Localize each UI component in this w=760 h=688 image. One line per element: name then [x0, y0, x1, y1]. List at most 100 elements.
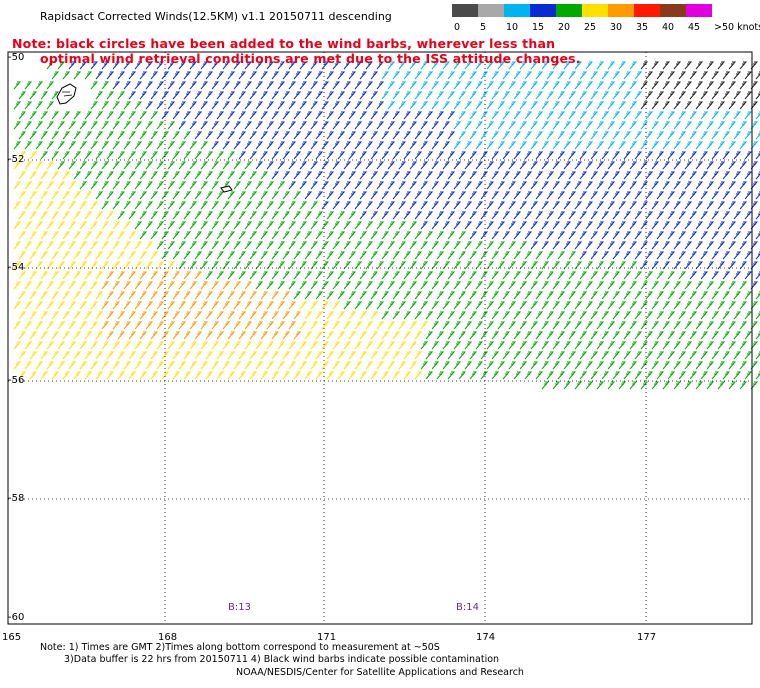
- wind-barb: [128, 291, 137, 300]
- wind-barb: [684, 221, 693, 230]
- wind-barb: [513, 211, 522, 220]
- wind-barb: [29, 91, 38, 100]
- wind-barb: [700, 91, 709, 100]
- wind-barb: [13, 141, 22, 150]
- wind-barb: [255, 141, 264, 150]
- wind-barb: [183, 151, 192, 160]
- wind-barb: [57, 321, 66, 330]
- wind-barb: [62, 231, 71, 240]
- wind-barb: [590, 131, 599, 140]
- wind-barb: [689, 231, 698, 240]
- wind-barb: [227, 271, 236, 280]
- wind-barb: [629, 361, 638, 370]
- wind-barb: [18, 151, 27, 160]
- wind-barb: [244, 281, 253, 290]
- wind-barb: [216, 71, 225, 80]
- wind-barb: [106, 271, 115, 280]
- wind-barb: [128, 351, 137, 360]
- wind-barb: [277, 61, 286, 70]
- wind-barb: [442, 101, 451, 110]
- wind-barb: [266, 181, 275, 190]
- wind-barb: [513, 351, 522, 360]
- wind-barb: [282, 71, 291, 80]
- wind-barb: [260, 171, 269, 180]
- wind-barb: [398, 361, 407, 370]
- wind-barb: [640, 181, 649, 190]
- wind-barb: [398, 201, 407, 210]
- wind-barb: [728, 121, 737, 130]
- wind-barb: [755, 291, 760, 300]
- wind-barb: [68, 181, 77, 190]
- wind-barb: [656, 291, 665, 300]
- wind-barb: [530, 281, 539, 290]
- wind-barb: [315, 231, 324, 240]
- wind-barb: [205, 231, 214, 240]
- wind-barb: [436, 331, 445, 340]
- wind-barb: [222, 221, 231, 230]
- wind-barb: [755, 71, 760, 80]
- wind-barb: [216, 211, 225, 220]
- wind-barb: [700, 291, 709, 300]
- wind-barb: [640, 381, 649, 390]
- wind-barb: [227, 71, 236, 80]
- wind-barb: [403, 211, 412, 220]
- wind-barb: [227, 151, 236, 160]
- wind-barb: [293, 111, 302, 120]
- wind-barb: [128, 331, 137, 340]
- wind-barb: [57, 141, 66, 150]
- wind-barb: [321, 201, 330, 210]
- wind-barb: [79, 321, 88, 330]
- wind-barb: [145, 301, 154, 310]
- wind-barb: [299, 361, 308, 370]
- wind-barb: [315, 351, 324, 360]
- wind-barb: [453, 121, 462, 130]
- wind-barb: [535, 251, 544, 260]
- wind-barb: [40, 371, 49, 380]
- colorbar-cell: [608, 4, 634, 17]
- wind-barb: [497, 201, 506, 210]
- wind-barb: [662, 381, 671, 390]
- wind-barb: [35, 321, 44, 330]
- wind-barb: [68, 61, 77, 70]
- wind-barb: [376, 61, 385, 70]
- wind-barb: [563, 241, 572, 250]
- wind-barb: [293, 351, 302, 360]
- wind-barb: [623, 331, 632, 340]
- wind-barb: [662, 101, 671, 110]
- wind-barb: [57, 181, 66, 190]
- wind-barb: [337, 71, 346, 80]
- wind-barb: [667, 131, 676, 140]
- wind-barb: [425, 351, 434, 360]
- wind-barb: [502, 311, 511, 320]
- wind-barb: [172, 271, 181, 280]
- wind-barb: [359, 211, 368, 220]
- wind-barb: [398, 61, 407, 70]
- wind-barb: [618, 381, 627, 390]
- wind-barb: [299, 101, 308, 110]
- wind-barb: [656, 251, 665, 260]
- wind-barb: [112, 361, 121, 370]
- wind-barb: [123, 281, 132, 290]
- wind-barb: [453, 241, 462, 250]
- wind-barb: [403, 311, 412, 320]
- wind-barb: [535, 371, 544, 380]
- wind-barb: [596, 221, 605, 230]
- wind-barb: [106, 151, 115, 160]
- wind-barb: [293, 151, 302, 160]
- wind-barb: [332, 361, 341, 370]
- wind-barb: [755, 111, 760, 120]
- wind-barb: [722, 291, 731, 300]
- wind-barb: [84, 151, 93, 160]
- wind-barb: [717, 301, 726, 310]
- wind-barb: [238, 251, 247, 260]
- wind-barb: [640, 221, 649, 230]
- wind-barb: [585, 101, 594, 110]
- wind-barb: [513, 371, 522, 380]
- wind-barb: [178, 61, 187, 70]
- wind-barb: [519, 241, 528, 250]
- wind-barb: [255, 361, 264, 370]
- wind-barb: [722, 311, 731, 320]
- wind-barb: [458, 231, 467, 240]
- wind-barb: [172, 231, 181, 240]
- wind-barb: [381, 151, 390, 160]
